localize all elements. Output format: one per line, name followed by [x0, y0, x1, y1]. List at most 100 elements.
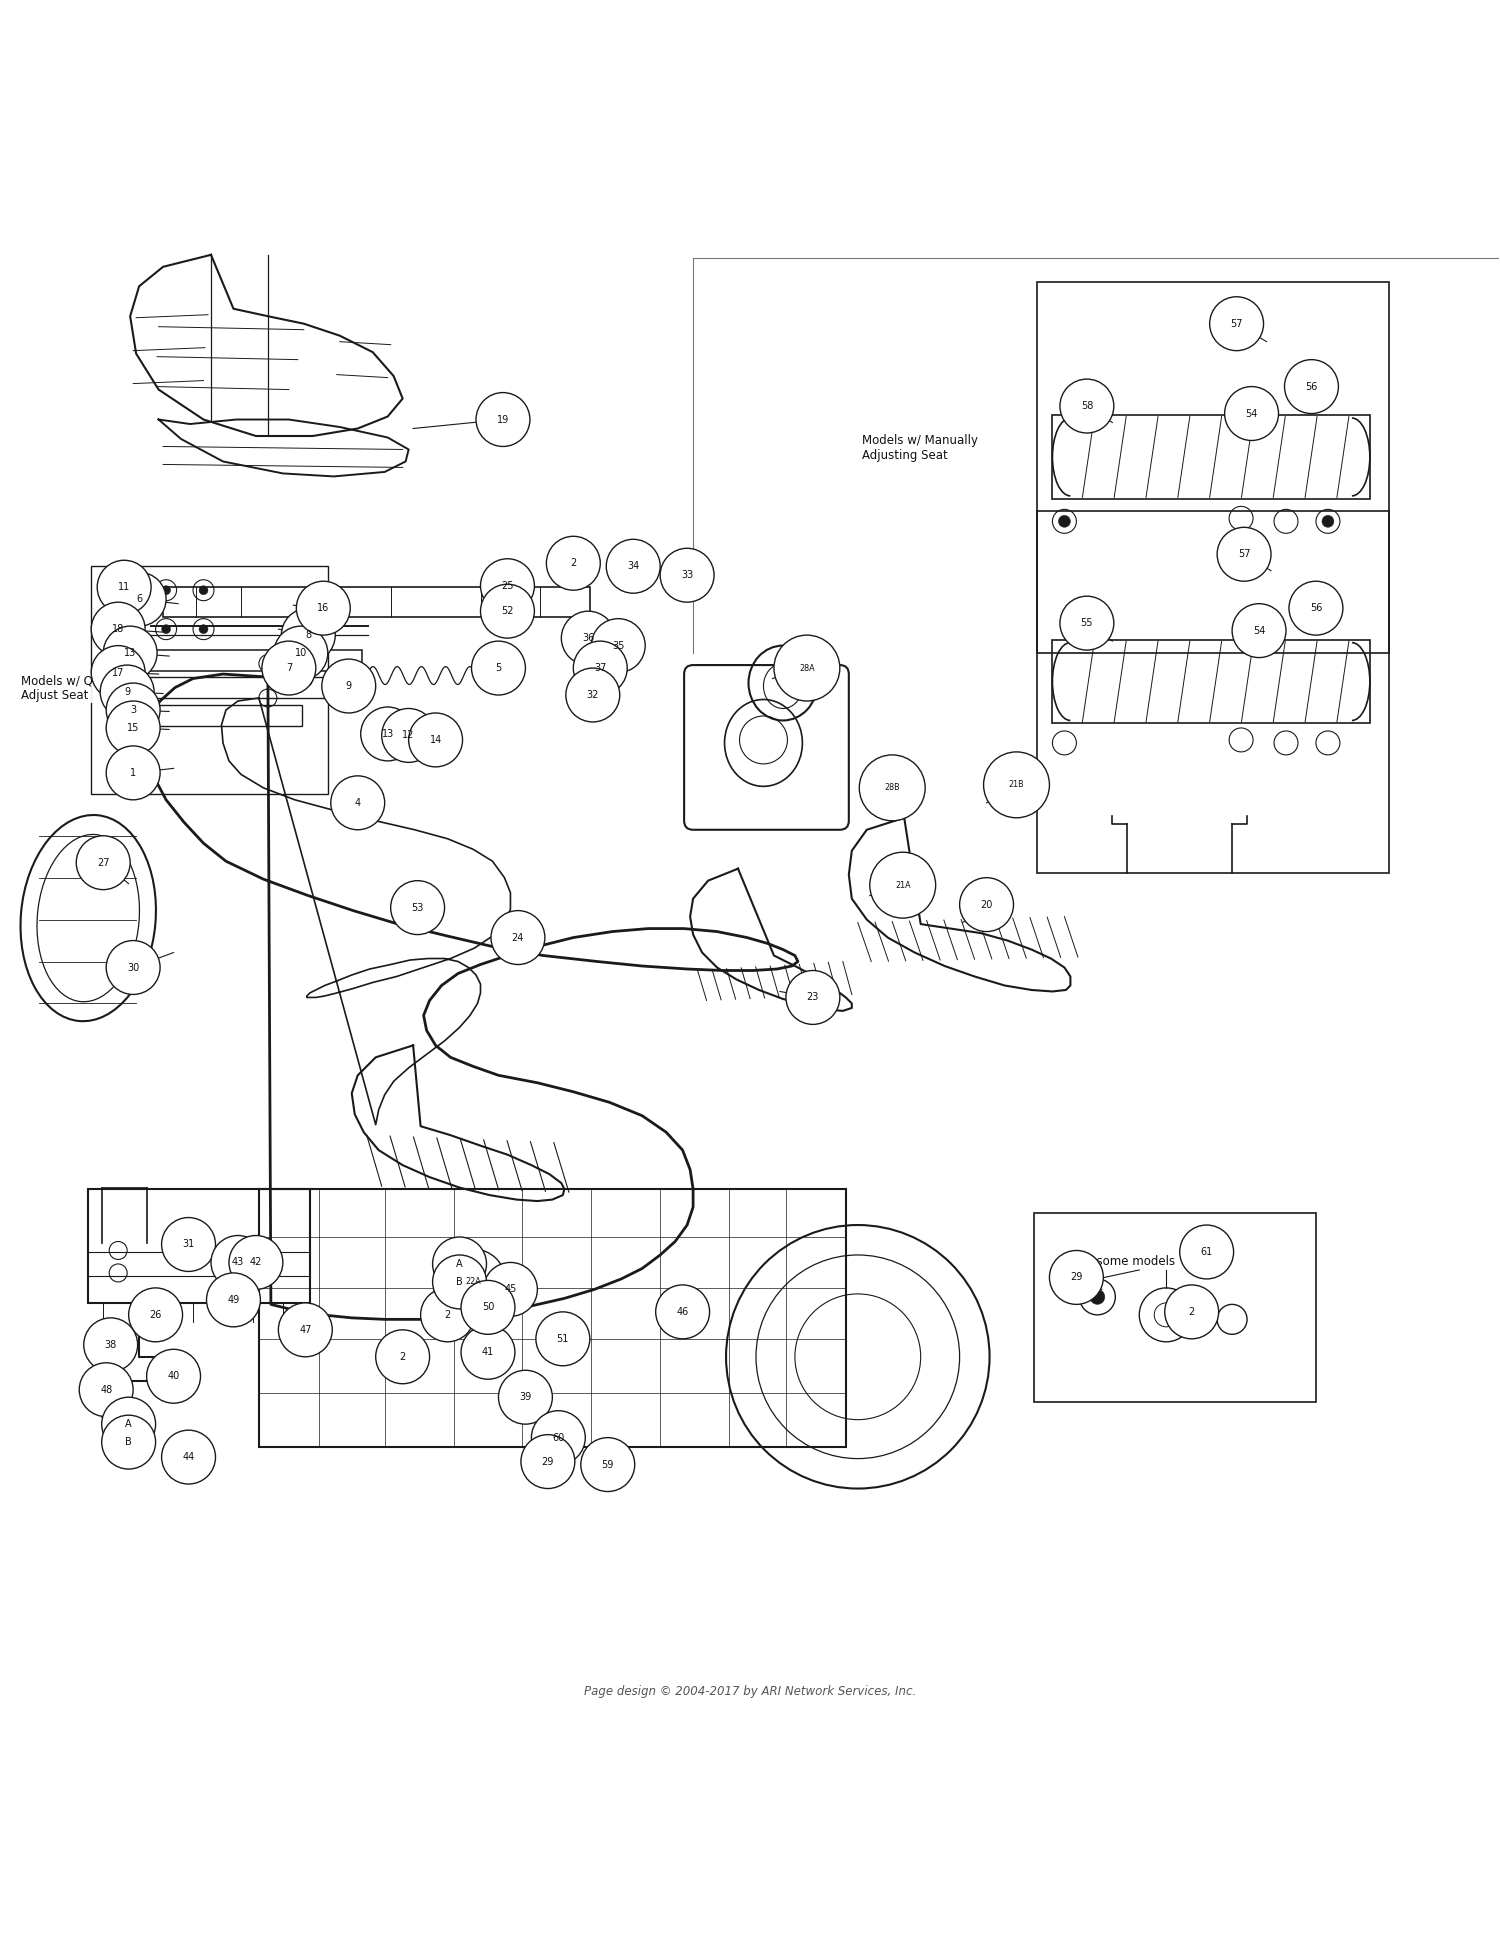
Text: 13: 13 — [124, 648, 136, 658]
Text: 11: 11 — [118, 582, 130, 592]
Circle shape — [84, 1318, 138, 1372]
Text: 44: 44 — [183, 1452, 195, 1462]
Text: 22A: 22A — [465, 1277, 482, 1287]
Circle shape — [162, 586, 171, 594]
Text: 16: 16 — [316, 604, 330, 613]
Bar — [260, 1190, 846, 1446]
Text: 2: 2 — [444, 1310, 450, 1320]
Text: 57: 57 — [1238, 549, 1251, 559]
Text: 28B: 28B — [885, 784, 900, 792]
Text: 32: 32 — [586, 689, 598, 701]
Text: 5: 5 — [495, 664, 501, 674]
Text: 18: 18 — [112, 625, 125, 635]
Circle shape — [591, 619, 645, 672]
Circle shape — [460, 1326, 514, 1380]
Bar — [146, 650, 362, 672]
Text: 54: 54 — [1252, 625, 1264, 635]
Text: 15: 15 — [128, 722, 140, 734]
Text: 46: 46 — [676, 1306, 688, 1316]
Circle shape — [420, 1289, 474, 1341]
Text: 38: 38 — [105, 1339, 117, 1349]
Text: 53: 53 — [411, 903, 424, 912]
Circle shape — [480, 584, 534, 639]
Text: On some models: On some models — [1077, 1256, 1176, 1267]
Bar — [92, 567, 328, 794]
Text: 6: 6 — [136, 594, 142, 604]
Text: 29: 29 — [1070, 1273, 1083, 1283]
Circle shape — [360, 707, 414, 761]
Circle shape — [531, 1411, 585, 1465]
Text: 51: 51 — [556, 1333, 568, 1343]
Circle shape — [859, 755, 926, 821]
Circle shape — [274, 627, 328, 679]
Circle shape — [580, 1438, 634, 1491]
Text: 33: 33 — [681, 571, 693, 580]
Circle shape — [1216, 528, 1270, 580]
Text: 30: 30 — [128, 963, 140, 972]
Text: 34: 34 — [627, 561, 639, 571]
Bar — [164, 588, 590, 617]
Circle shape — [106, 745, 160, 800]
Circle shape — [1232, 604, 1286, 658]
Text: A: A — [126, 1419, 132, 1429]
Text: 10: 10 — [294, 648, 307, 658]
Text: 21B: 21B — [1008, 780, 1025, 790]
Text: 50: 50 — [482, 1302, 494, 1312]
Circle shape — [297, 580, 350, 635]
Text: 39: 39 — [519, 1392, 531, 1401]
Text: 1: 1 — [130, 769, 136, 778]
Bar — [1035, 1213, 1316, 1401]
Bar — [1053, 641, 1370, 724]
Circle shape — [1164, 1285, 1218, 1339]
Circle shape — [1224, 386, 1278, 441]
Text: 21A: 21A — [896, 881, 910, 889]
Circle shape — [381, 708, 435, 763]
Text: Models w/ Manually
Adjusting Seat: Models w/ Manually Adjusting Seat — [862, 435, 978, 462]
Circle shape — [106, 701, 160, 755]
Circle shape — [786, 970, 840, 1025]
Circle shape — [656, 1285, 710, 1339]
Circle shape — [1322, 516, 1334, 528]
Text: 12: 12 — [402, 730, 416, 740]
Bar — [88, 1190, 310, 1302]
Bar — [1038, 510, 1389, 873]
Text: 37: 37 — [594, 664, 606, 674]
Circle shape — [870, 852, 936, 918]
Circle shape — [490, 910, 544, 965]
Circle shape — [432, 1256, 486, 1308]
Circle shape — [460, 1281, 514, 1333]
Text: 3: 3 — [130, 705, 136, 714]
Text: 35: 35 — [612, 641, 624, 650]
Circle shape — [80, 1363, 134, 1417]
Circle shape — [606, 540, 660, 594]
Text: 2: 2 — [399, 1351, 406, 1363]
Text: 23: 23 — [807, 992, 819, 1002]
Text: B: B — [126, 1436, 132, 1448]
Circle shape — [498, 1370, 552, 1425]
Circle shape — [774, 635, 840, 701]
Circle shape — [106, 683, 160, 738]
Text: 19: 19 — [496, 415, 508, 425]
Circle shape — [375, 1330, 429, 1384]
Circle shape — [1060, 596, 1114, 650]
Text: 26: 26 — [150, 1310, 162, 1320]
Circle shape — [92, 602, 146, 656]
Text: 31: 31 — [183, 1240, 195, 1250]
Text: 42: 42 — [249, 1258, 262, 1267]
Text: 28A: 28A — [800, 664, 814, 674]
Text: 43: 43 — [232, 1258, 244, 1267]
Circle shape — [984, 751, 1050, 817]
Text: 29: 29 — [542, 1456, 554, 1467]
Circle shape — [573, 641, 627, 695]
Circle shape — [104, 627, 158, 679]
Circle shape — [76, 837, 130, 889]
Circle shape — [1060, 378, 1114, 433]
Circle shape — [432, 1236, 486, 1291]
Text: B: B — [456, 1277, 464, 1287]
Circle shape — [262, 641, 316, 695]
Circle shape — [100, 666, 154, 718]
Text: Page design © 2004-2017 by ARI Network Services, Inc.: Page design © 2004-2017 by ARI Network S… — [584, 1685, 916, 1698]
Bar — [1038, 281, 1389, 652]
Circle shape — [408, 712, 462, 767]
Circle shape — [279, 1302, 333, 1357]
